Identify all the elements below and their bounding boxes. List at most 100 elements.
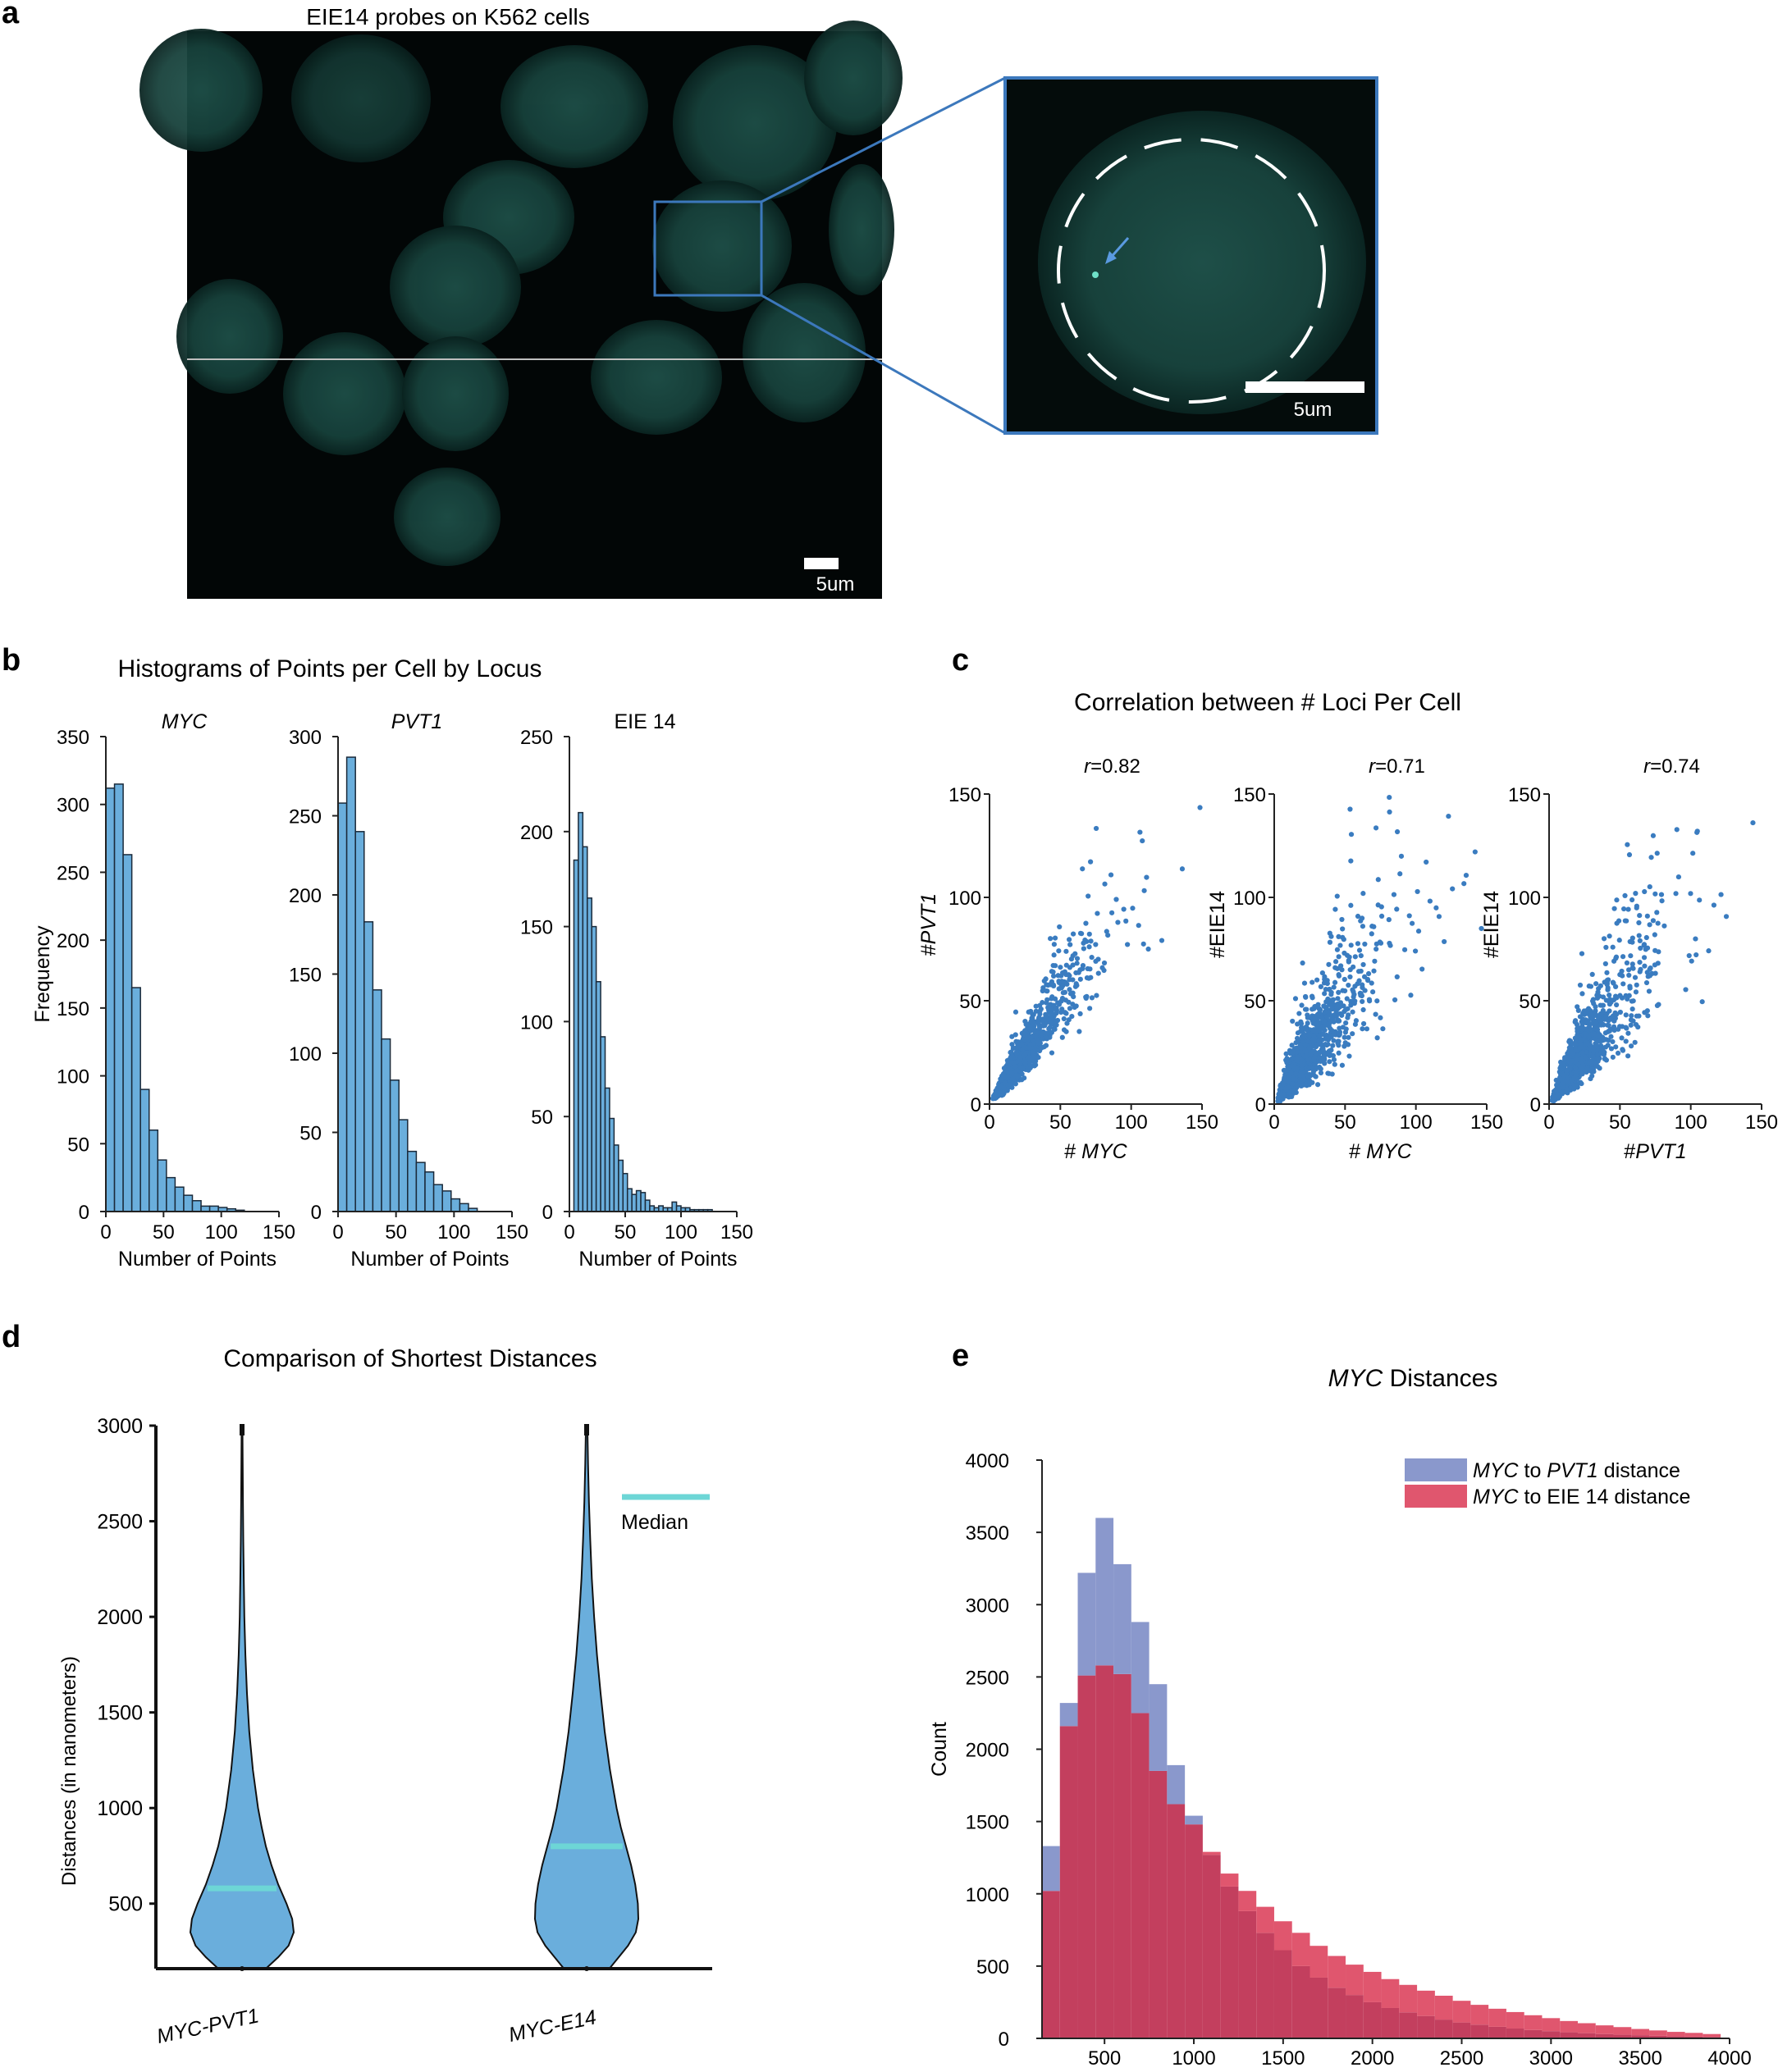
panel-label-c: c	[952, 643, 969, 678]
scatter-point	[1022, 1030, 1028, 1036]
scatter-point	[1646, 988, 1652, 994]
scatter-point	[1048, 1020, 1054, 1026]
scatter-point	[1289, 1081, 1296, 1087]
scatter-point	[1331, 1030, 1337, 1037]
y-tick-label: 100	[520, 1011, 553, 1034]
hist-bar	[671, 1201, 678, 1212]
scatter-point	[1629, 961, 1635, 967]
hist-bar	[600, 1036, 606, 1212]
scatter-point	[1332, 1061, 1337, 1067]
y-tick-label: 0	[79, 1202, 89, 1224]
scatter-point	[1333, 1013, 1339, 1019]
scatter-point	[1101, 960, 1108, 966]
scatter-point	[1596, 1015, 1602, 1020]
y-tick-label: 500	[976, 1956, 1009, 1978]
eie14-bar	[1346, 1965, 1364, 1996]
scatter-point	[1197, 805, 1203, 810]
scatter-point	[1355, 941, 1361, 947]
scatter-point	[1369, 980, 1374, 986]
y-tick-label: 200	[520, 822, 553, 844]
scatter-point	[1302, 1047, 1308, 1053]
scatter-point	[1648, 855, 1654, 860]
scatter-point	[1360, 982, 1365, 988]
scatter-point	[1360, 1006, 1366, 1013]
scatter-point	[1291, 1065, 1297, 1071]
overlap-bar	[1506, 2029, 1524, 2038]
scatter-point	[1345, 1015, 1351, 1020]
scatter-point	[1622, 918, 1628, 924]
scatter-point	[1661, 923, 1667, 929]
scatter-point	[1087, 859, 1094, 865]
scatter-point	[1378, 904, 1384, 910]
scatter-point	[1052, 996, 1058, 1002]
scatter-point	[1290, 1018, 1296, 1025]
scatter-point	[1323, 1032, 1329, 1038]
scatter-point	[1332, 979, 1338, 985]
x-tick-label: 100	[437, 1221, 470, 1244]
scatter-point	[1086, 931, 1092, 937]
scatter-point	[1693, 952, 1699, 958]
scatter-point	[1043, 1030, 1049, 1036]
scatter-point	[1317, 1006, 1323, 1013]
scatter-point	[1573, 1057, 1579, 1062]
x-axis-label: Number of Points	[350, 1248, 509, 1271]
y-tick-label: 1000	[966, 1884, 1009, 1906]
scatter-point	[1575, 1004, 1580, 1010]
scatter-point	[1341, 1009, 1347, 1015]
overlap-bar	[1613, 2034, 1632, 2038]
scatter-point	[1080, 866, 1086, 872]
hist-bar	[644, 1199, 651, 1212]
scatter-point	[1304, 1083, 1310, 1088]
x-tick-label: 500	[1088, 2047, 1121, 2070]
scatter-point	[1335, 996, 1341, 1002]
scatter-point	[1607, 1028, 1612, 1034]
x-tick-label: 50	[1049, 1111, 1072, 1134]
scatter-point	[1043, 1011, 1049, 1017]
scatter-point	[1006, 1059, 1012, 1066]
scatter-point	[1077, 930, 1084, 936]
scatter-point	[1360, 1020, 1367, 1027]
x-tick-label: 0	[1543, 1111, 1554, 1134]
scatter-point	[1340, 988, 1346, 993]
scatter-point	[1346, 982, 1351, 988]
scatter-point	[1634, 905, 1639, 910]
scatter-point	[1293, 1040, 1299, 1046]
scatter-point	[1319, 1037, 1325, 1043]
x-tick-label: 150	[263, 1221, 295, 1244]
scatter-point	[1294, 1057, 1300, 1063]
scatter-point	[1331, 1038, 1337, 1043]
scatter-point	[1588, 984, 1594, 989]
y-axis-label: Distances (in nanometers)	[58, 1656, 80, 1886]
scatter-point	[1602, 961, 1608, 967]
scatter-point	[1575, 1061, 1581, 1067]
scatter-point	[1337, 942, 1343, 948]
hist-bar	[381, 1038, 391, 1212]
overlap-bar	[1149, 1770, 1168, 2038]
scatter-point	[1291, 1076, 1296, 1082]
scatter-point	[1027, 1027, 1034, 1034]
scatter-point	[1037, 1008, 1043, 1014]
scatter-point	[1319, 1015, 1324, 1021]
scatter-point	[1613, 1002, 1620, 1008]
scatter-point	[1339, 1012, 1345, 1018]
scatter-point	[1579, 991, 1585, 997]
scatter-point	[1284, 1060, 1290, 1066]
scatter-point	[1306, 1032, 1312, 1038]
scatter-point	[1067, 942, 1073, 947]
y-tick-label: 100	[1508, 888, 1541, 910]
scatter-point	[1699, 999, 1705, 1005]
scatter-point	[1348, 832, 1355, 837]
x-tick-label: 2500	[1440, 2047, 1483, 2070]
overlap-bar	[1631, 2035, 1650, 2038]
hist-bar	[618, 1159, 624, 1212]
category-label: MYC-E14	[506, 2006, 598, 2047]
scatter-point	[1278, 1092, 1284, 1098]
x-tick-label: 150	[1186, 1111, 1218, 1134]
scatter-point	[1588, 1075, 1593, 1082]
scatter-point	[1579, 1064, 1584, 1070]
zoom-box	[653, 200, 763, 297]
scatter-point	[1346, 959, 1351, 965]
scatter-point	[1336, 972, 1341, 978]
scatter-point	[1351, 992, 1357, 997]
